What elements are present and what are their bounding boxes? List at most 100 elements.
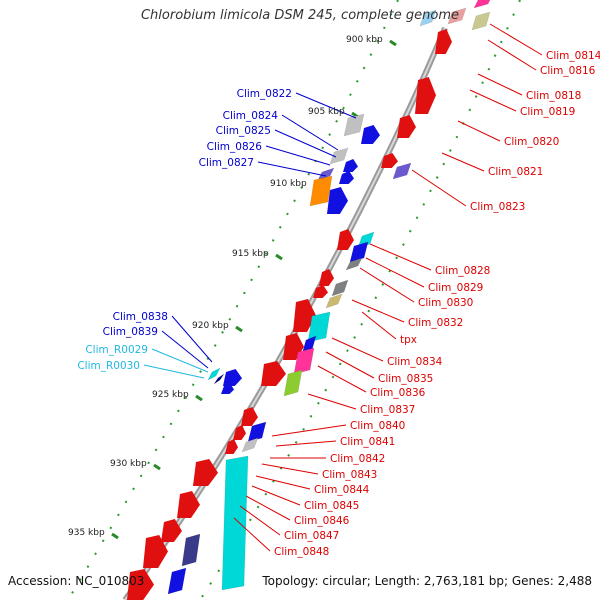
gene-arrow — [397, 115, 416, 138]
gene-block — [345, 257, 363, 271]
leader-line — [171, 315, 213, 363]
genome-backbone — [122, 26, 448, 600]
gene-block — [343, 113, 365, 137]
leader-line — [257, 161, 327, 177]
reverse-gene-label: Clim_0847 — [284, 530, 339, 542]
reverse-gene-label: Clim_0830 — [418, 297, 473, 309]
leader-line — [331, 337, 384, 362]
inner-dotted-track — [199, 0, 521, 600]
kbp-tick-mark — [111, 532, 119, 540]
kbp-tick-mark — [389, 39, 397, 47]
leader-line — [255, 475, 311, 490]
kbp-tick-mark — [275, 253, 283, 261]
gene-arrow — [225, 439, 238, 454]
feature-layer — [111, 0, 491, 600]
reverse-gene-label: Clim_0823 — [470, 201, 525, 213]
gene-block — [331, 279, 349, 297]
gene-block — [447, 7, 467, 25]
kbp-tick-mark — [235, 325, 243, 333]
gene-block — [325, 293, 343, 309]
genome-backbone-highlight — [124, 27, 446, 600]
reverse-gene-label: tpx — [400, 334, 417, 346]
leader-line — [359, 267, 415, 303]
kbp-tick-label: 905 kbp — [308, 107, 345, 117]
leader-line — [151, 348, 209, 373]
gene-block — [213, 373, 225, 385]
gene-block — [307, 311, 331, 343]
gene-block — [392, 162, 412, 180]
reverse-gene-label: Clim_0842 — [330, 453, 385, 465]
leader-line — [271, 424, 347, 437]
kbp-tick-label: 935 kbp — [68, 528, 105, 538]
gene-block — [471, 11, 491, 31]
rna-gene-label: Clim_R0030 — [77, 360, 140, 372]
reverse-gene-label: Clim_0814 — [546, 50, 600, 62]
leader-line — [457, 120, 501, 142]
gene-block — [283, 369, 303, 397]
leader-line — [143, 364, 205, 379]
leader-line — [369, 243, 432, 271]
leader-line — [274, 129, 337, 158]
leader-line — [317, 365, 367, 393]
gene-arrow — [293, 299, 316, 332]
leader-line — [261, 463, 319, 475]
gene-arrow — [381, 153, 398, 168]
kbp-tick-label: 925 kbp — [152, 390, 189, 400]
leader-line — [411, 169, 467, 207]
gene-arrow — [221, 383, 234, 394]
leader-line — [477, 73, 523, 96]
reverse-gene-label: Clim_0840 — [350, 420, 405, 432]
reverse-gene-label: Clim_0837 — [360, 404, 415, 416]
leader-line — [325, 351, 375, 379]
leader-line — [265, 145, 331, 166]
forward-gene-label: Clim_0827 — [199, 157, 254, 169]
kbp-tick-label: 915 kbp — [232, 249, 269, 259]
leader-line — [441, 152, 485, 172]
leader-line — [469, 89, 517, 112]
leader-line — [487, 39, 537, 71]
reverse-gene-label: Clim_0828 — [435, 265, 490, 277]
gene-arrow — [261, 361, 286, 386]
forward-gene-label: Clim_0825 — [216, 125, 271, 137]
label-layer: 900 kbp 905 kbp 910 kbp 915 kbp 920 kbp 925 k… — [68, 35, 600, 558]
gene-arrow — [233, 425, 246, 440]
reverse-gene-label: Clim_0820 — [504, 136, 559, 148]
reverse-gene-label: Clim_0816 — [540, 65, 596, 77]
reverse-gene-label: Clim_0821 — [488, 166, 543, 178]
gene-arrow — [223, 369, 242, 386]
leader-line — [275, 440, 337, 447]
kbp-tick-mark — [153, 463, 161, 471]
reverse-gene-label: Clim_0836 — [370, 387, 426, 399]
reverse-gene-label: Clim_0835 — [378, 373, 433, 385]
leader-line — [489, 23, 543, 56]
accession-text: Accession: NC_010803 — [8, 574, 145, 588]
kbp-tick-mark — [195, 394, 203, 402]
gene-arrow — [415, 77, 436, 114]
reverse-gene-label: Clim_0818 — [526, 90, 581, 102]
gene-block — [293, 347, 315, 375]
reverse-gene-label: Clim_0834 — [387, 356, 443, 368]
leader-line — [365, 257, 425, 288]
reverse-gene-label: Clim_0848 — [274, 546, 329, 558]
gene-block — [247, 421, 267, 443]
forward-gene-label: Clim_0824 — [223, 110, 279, 122]
gene-arrow — [327, 187, 348, 214]
leader-line — [251, 485, 301, 506]
gene-block — [329, 147, 349, 165]
gene-block — [207, 367, 221, 381]
leader-line — [239, 505, 281, 536]
gene-arrow — [193, 459, 218, 486]
gene-arrow — [435, 29, 452, 54]
leader-line — [295, 92, 357, 119]
leader-line — [351, 299, 405, 323]
gene-arrow — [177, 491, 200, 518]
reverse-gene-label: Clim_0846 — [294, 515, 350, 527]
gene-arrow — [319, 269, 334, 286]
gene-arrow — [313, 285, 328, 298]
leader-line — [233, 517, 271, 552]
gene-block — [349, 241, 369, 263]
leader-line — [361, 311, 397, 340]
gene-block — [419, 9, 437, 27]
forward-gene-label: Clim_0838 — [113, 311, 168, 323]
